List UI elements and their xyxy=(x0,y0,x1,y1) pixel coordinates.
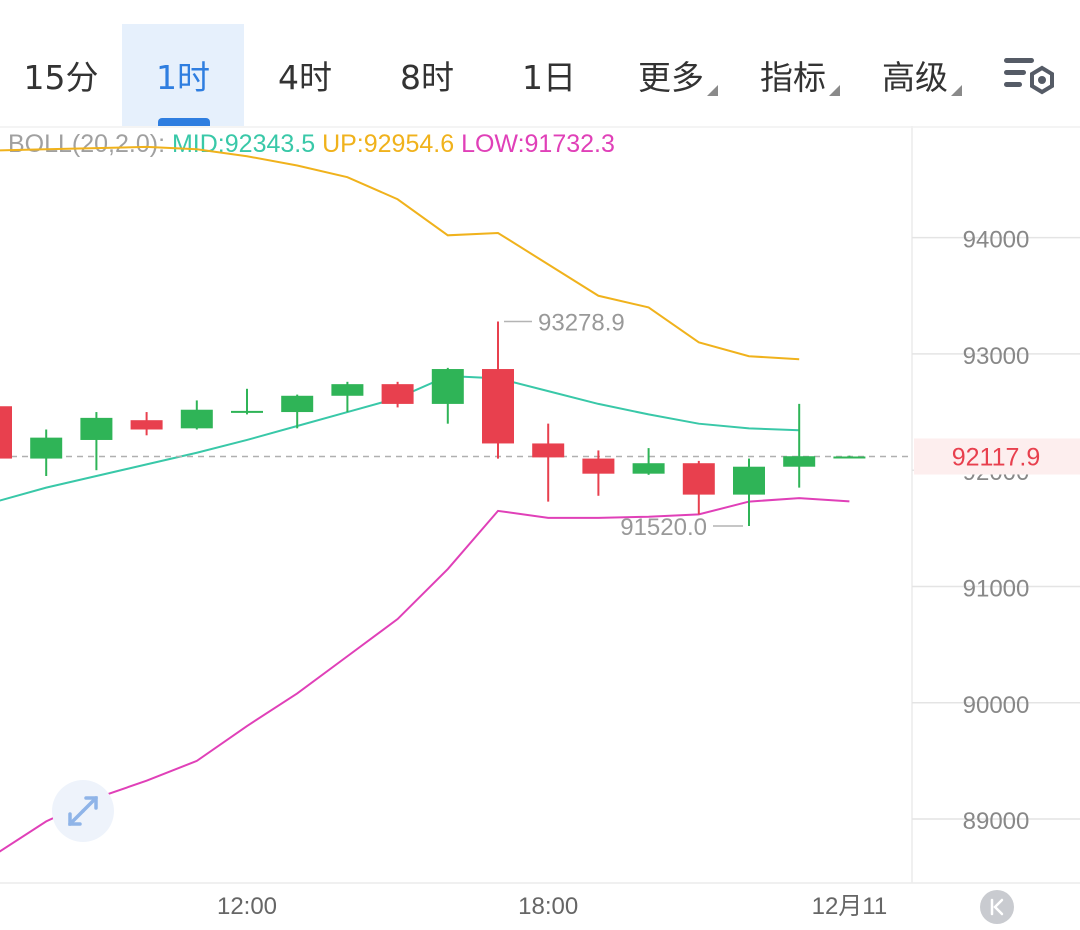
collapse-left-icon[interactable] xyxy=(980,890,1014,924)
dropdown-triangle-icon xyxy=(951,85,962,96)
low-annotation: 91520.0 xyxy=(620,514,707,541)
boll-label: BOLL(20,2.0): xyxy=(8,130,166,158)
timeframe-tabs: 15分 1时 4时 8时 1日 更多 指标 高级 xyxy=(0,0,1080,126)
candle-body xyxy=(30,437,63,459)
boll-legend: BOLL(20,2.0): MID:92343.5 UP:92954.6 LOW… xyxy=(8,130,615,159)
tab-label: 高级 xyxy=(882,58,948,97)
y-tick-label: 89000 xyxy=(963,808,1030,835)
x-tick-label: 18:00 xyxy=(518,893,578,920)
last-price-badge-bg xyxy=(914,438,1080,475)
candle-body xyxy=(682,463,715,495)
candle-body xyxy=(582,458,615,474)
tab-4[interactable]: 8时 xyxy=(366,24,488,126)
y-tick-label: 90000 xyxy=(963,692,1030,719)
tab-6[interactable]: 更多 xyxy=(610,24,732,126)
y-tick-label: 93000 xyxy=(963,343,1030,370)
candle-body xyxy=(381,384,414,404)
boll-lower-line xyxy=(0,497,850,853)
tab-2[interactable]: 1时 xyxy=(122,24,244,126)
candlestick-chart[interactable]: 89000900009100092000930009400012:0018:00… xyxy=(0,126,1080,930)
last-price-label: 92117.9 xyxy=(952,443,1041,471)
tab-label: 指标 xyxy=(760,58,826,97)
candle-body xyxy=(80,417,113,440)
tab-label: 4时 xyxy=(278,58,332,97)
candle-body xyxy=(331,384,364,396)
dropdown-triangle-icon xyxy=(707,85,718,96)
tab-8[interactable]: 高级 xyxy=(854,24,976,126)
candle-body xyxy=(281,395,314,413)
candle-body xyxy=(632,463,665,474)
tab-label: 1日 xyxy=(522,58,576,97)
tab-label: 8时 xyxy=(400,58,454,97)
expand-arrows-icon[interactable] xyxy=(52,780,114,842)
tab-7[interactable]: 指标 xyxy=(732,24,854,126)
tab-5[interactable]: 1日 xyxy=(488,24,610,126)
candle-body xyxy=(482,369,514,444)
candle-body xyxy=(783,456,816,467)
active-tab-indicator xyxy=(158,118,210,126)
candle-body xyxy=(130,420,163,430)
high-annotation: 93278.9 xyxy=(538,309,625,336)
candle-body xyxy=(0,406,12,459)
y-tick-label: 91000 xyxy=(963,575,1030,602)
boll-mid-value: MID:92343.5 xyxy=(171,130,316,158)
chart-settings-icon[interactable] xyxy=(1000,50,1058,102)
x-tick-label: 12月11 xyxy=(812,893,888,920)
dropdown-triangle-icon xyxy=(829,85,840,96)
y-tick-label: 94000 xyxy=(963,227,1030,254)
tab-label: 15分 xyxy=(23,58,99,97)
tab-1[interactable]: 15分 xyxy=(0,24,122,126)
candle-body xyxy=(532,443,565,458)
candle-body xyxy=(431,369,464,404)
boll-low-value: LOW:91732.3 xyxy=(461,130,615,158)
candle-body xyxy=(231,410,263,413)
boll-up-value: UP:92954.6 xyxy=(322,130,455,158)
x-tick-label: 12:00 xyxy=(217,893,277,920)
candle-body xyxy=(733,466,765,495)
candle-body xyxy=(180,409,213,429)
tab-3[interactable]: 4时 xyxy=(244,24,366,126)
candle-body xyxy=(833,456,866,459)
tab-label: 更多 xyxy=(638,58,704,97)
boll-upper-line xyxy=(0,145,800,361)
tab-label: 1时 xyxy=(156,58,210,97)
